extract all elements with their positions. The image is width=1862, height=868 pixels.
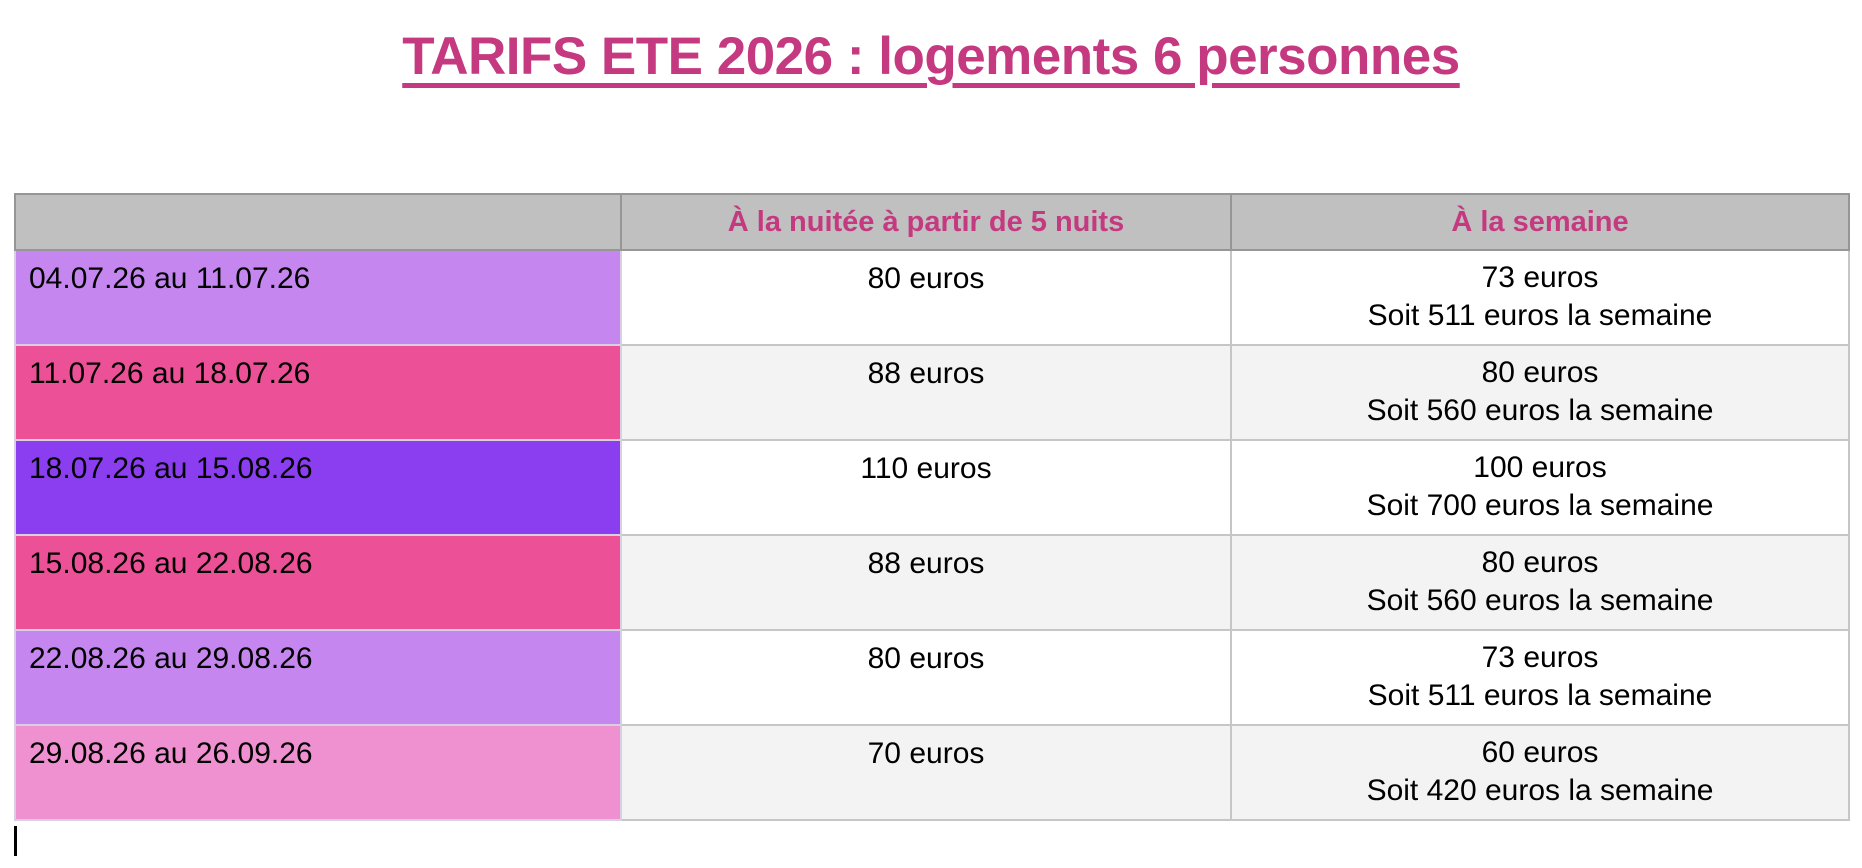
period-cell[interactable]: 11.07.26 au 18.07.26 <box>14 344 622 441</box>
nightly-price-cell[interactable]: 88 euros <box>620 344 1232 441</box>
table-header-row: À la nuitée à partir de 5 nuits À la sem… <box>14 193 1850 251</box>
period-cell[interactable]: 29.08.26 au 26.09.26 <box>14 724 622 821</box>
table-row: 18.07.26 au 15.08.26 110 euros 100 euros… <box>14 439 1850 536</box>
header-cell-nightly[interactable]: À la nuitée à partir de 5 nuits <box>620 193 1232 251</box>
weekly-price-cell[interactable]: 100 euros Soit 700 euros la semaine <box>1230 439 1850 536</box>
period-cell[interactable]: 18.07.26 au 15.08.26 <box>14 439 622 536</box>
weekly-total: Soit 560 euros la semaine <box>1366 394 1714 427</box>
weekly-total: Soit 560 euros la semaine <box>1366 584 1714 617</box>
nightly-price-cell[interactable]: 88 euros <box>620 534 1232 631</box>
period-cell[interactable]: 04.07.26 au 11.07.26 <box>14 249 622 346</box>
table-row: 11.07.26 au 18.07.26 88 euros 80 euros S… <box>14 344 1850 441</box>
nightly-price-cell[interactable]: 110 euros <box>620 439 1232 536</box>
header-cell-weekly[interactable]: À la semaine <box>1230 193 1850 251</box>
weekly-price-cell[interactable]: 80 euros Soit 560 euros la semaine <box>1230 534 1850 631</box>
weekly-rate: 100 euros <box>1473 451 1607 484</box>
period-cell[interactable]: 15.08.26 au 22.08.26 <box>14 534 622 631</box>
weekly-rate: 73 euros <box>1481 641 1599 674</box>
nightly-price-cell[interactable]: 80 euros <box>620 629 1232 726</box>
weekly-total: Soit 511 euros la semaine <box>1367 299 1713 332</box>
tarifs-table: À la nuitée à partir de 5 nuits À la sem… <box>14 193 1850 821</box>
weekly-total: Soit 700 euros la semaine <box>1366 489 1714 522</box>
weekly-rate: 80 euros <box>1481 356 1599 389</box>
weekly-price-cell[interactable]: 80 euros Soit 560 euros la semaine <box>1230 344 1850 441</box>
table-row: 04.07.26 au 11.07.26 80 euros 73 euros S… <box>14 249 1850 346</box>
period-cell[interactable]: 22.08.26 au 29.08.26 <box>14 629 622 726</box>
weekly-rate: 80 euros <box>1481 546 1599 579</box>
header-cell-empty[interactable] <box>14 193 622 251</box>
table-row: 22.08.26 au 29.08.26 80 euros 73 euros S… <box>14 629 1850 726</box>
nightly-price-cell[interactable]: 80 euros <box>620 249 1232 346</box>
weekly-rate: 73 euros <box>1481 261 1599 294</box>
weekly-rate: 60 euros <box>1481 736 1599 769</box>
weekly-total: Soit 511 euros la semaine <box>1367 679 1713 712</box>
weekly-price-cell[interactable]: 73 euros Soit 511 euros la semaine <box>1230 629 1850 726</box>
nightly-price-cell[interactable]: 70 euros <box>620 724 1232 821</box>
weekly-price-cell[interactable]: 73 euros Soit 511 euros la semaine <box>1230 249 1850 346</box>
table-row: 15.08.26 au 22.08.26 88 euros 80 euros S… <box>14 534 1850 631</box>
weekly-price-cell[interactable]: 60 euros Soit 420 euros la semaine <box>1230 724 1850 821</box>
weekly-total: Soit 420 euros la semaine <box>1366 774 1714 807</box>
page-title[interactable]: TARIFS ETE 2026 : logements 6 personnes <box>402 27 1460 86</box>
table-row: 29.08.26 au 26.09.26 70 euros 60 euros S… <box>14 724 1850 821</box>
text-cursor[interactable] <box>14 826 17 856</box>
